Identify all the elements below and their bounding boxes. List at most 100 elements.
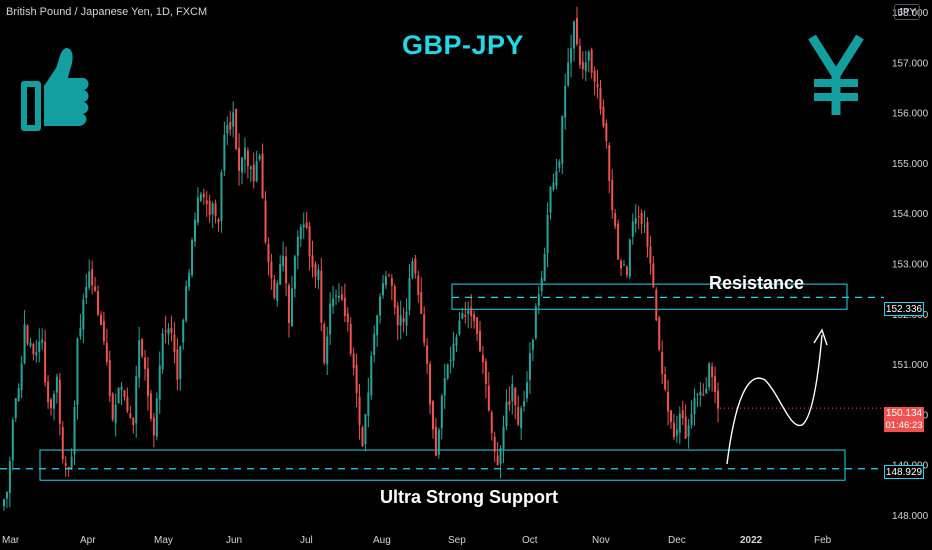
- candle-body: [261, 153, 264, 199]
- candle-body: [567, 62, 570, 86]
- candle-body: [614, 213, 617, 227]
- candle-body: [5, 492, 8, 499]
- candle-body: [317, 269, 320, 281]
- candle-body: [193, 219, 196, 242]
- y-tick-label: 155.000: [892, 159, 929, 170]
- candle-body: [340, 294, 343, 300]
- candle-body: [481, 354, 484, 363]
- candle-body: [188, 272, 191, 288]
- candle-body: [41, 339, 44, 343]
- y-tick-label: 157.000: [892, 58, 929, 69]
- candle-body: [511, 384, 514, 402]
- candle-body: [179, 346, 182, 379]
- candle-body: [73, 406, 76, 455]
- candle-body: [223, 134, 226, 171]
- time-axis[interactable]: Mar Apr May Jun Jul Aug Sep Oct Nov Dec 2022 Feb: [2, 535, 832, 546]
- candle-body: [493, 436, 496, 452]
- candle-body: [296, 236, 299, 256]
- candle-body: [402, 318, 405, 323]
- candle-body: [408, 277, 411, 310]
- candle-body: [458, 320, 461, 335]
- candle-body: [702, 394, 705, 396]
- projection-arrow-head: [813, 328, 828, 346]
- candle-body: [249, 166, 252, 170]
- candle-body: [202, 193, 205, 198]
- currency-button[interactable]: JPY: [894, 4, 920, 20]
- candle-body: [258, 156, 261, 160]
- candle-body: [543, 254, 546, 282]
- x-tick-label: Sep: [448, 535, 466, 546]
- candle-body: [496, 455, 499, 465]
- candle-body: [384, 276, 387, 286]
- candle-body: [305, 222, 308, 228]
- candle-body: [714, 375, 717, 393]
- candle-body: [38, 341, 41, 353]
- candle-body: [640, 213, 643, 224]
- x-tick-label: Jul: [300, 535, 313, 546]
- candle-body: [270, 261, 273, 279]
- candle-body: [570, 48, 573, 63]
- candle-body: [3, 499, 5, 507]
- candle-body: [514, 387, 517, 406]
- candle-body: [505, 401, 508, 427]
- candle-body: [290, 288, 293, 327]
- symbol-title[interactable]: British Pound / Japanese Yen, 1D, FXCM: [6, 6, 208, 18]
- candle-body: [123, 390, 126, 398]
- candle-body: [326, 336, 329, 365]
- candle-body: [658, 317, 661, 350]
- candle-body: [587, 51, 590, 61]
- candle-body: [664, 374, 667, 390]
- candle-body: [264, 200, 267, 243]
- x-tick-label: Mar: [2, 535, 20, 546]
- candles: [3, 6, 719, 511]
- candle-body: [267, 243, 270, 263]
- candle-body: [649, 246, 652, 264]
- candle-body: [578, 46, 581, 65]
- candle-body: [61, 427, 64, 460]
- candle-body: [487, 385, 490, 411]
- candle-body: [581, 61, 584, 70]
- candle-body: [699, 391, 702, 396]
- candle-body: [196, 197, 199, 223]
- y-tick-label: 153.000: [892, 260, 929, 271]
- candle-body: [23, 324, 26, 364]
- candle-body: [149, 393, 152, 419]
- candle-body: [517, 406, 520, 425]
- candle-body: [32, 344, 35, 355]
- candle-body: [708, 363, 711, 388]
- candle-body: [238, 147, 241, 171]
- candle-body: [426, 345, 429, 365]
- candle-body: [97, 291, 100, 315]
- candle-body: [417, 275, 420, 295]
- candle-body: [332, 298, 335, 307]
- candle-body: [102, 321, 105, 342]
- candle-body: [146, 368, 149, 397]
- candle-body: [55, 376, 58, 393]
- candle-body: [549, 187, 552, 213]
- candle-body: [164, 330, 167, 332]
- candle-body: [390, 278, 393, 286]
- candle-body: [431, 401, 434, 430]
- candle-body: [455, 337, 458, 346]
- support-price-tag: 148.929: [884, 465, 924, 479]
- candle-body: [608, 145, 611, 181]
- candle-body: [167, 328, 170, 335]
- candle-body: [646, 222, 649, 247]
- candle-body: [176, 349, 179, 380]
- candle-body: [358, 396, 361, 425]
- candle-body: [108, 360, 111, 397]
- candle-body: [241, 157, 243, 173]
- x-tick-label: Nov: [592, 535, 610, 546]
- candle-body: [452, 343, 455, 361]
- candle-body: [126, 396, 129, 412]
- candle-body: [596, 83, 599, 88]
- candle-body: [105, 343, 108, 362]
- candle-body: [637, 216, 640, 218]
- candle-body: [323, 324, 326, 363]
- candle-body: [414, 258, 417, 274]
- thumbs-up-icon: [20, 42, 92, 137]
- candle-body: [120, 386, 123, 391]
- candle-body: [705, 388, 708, 394]
